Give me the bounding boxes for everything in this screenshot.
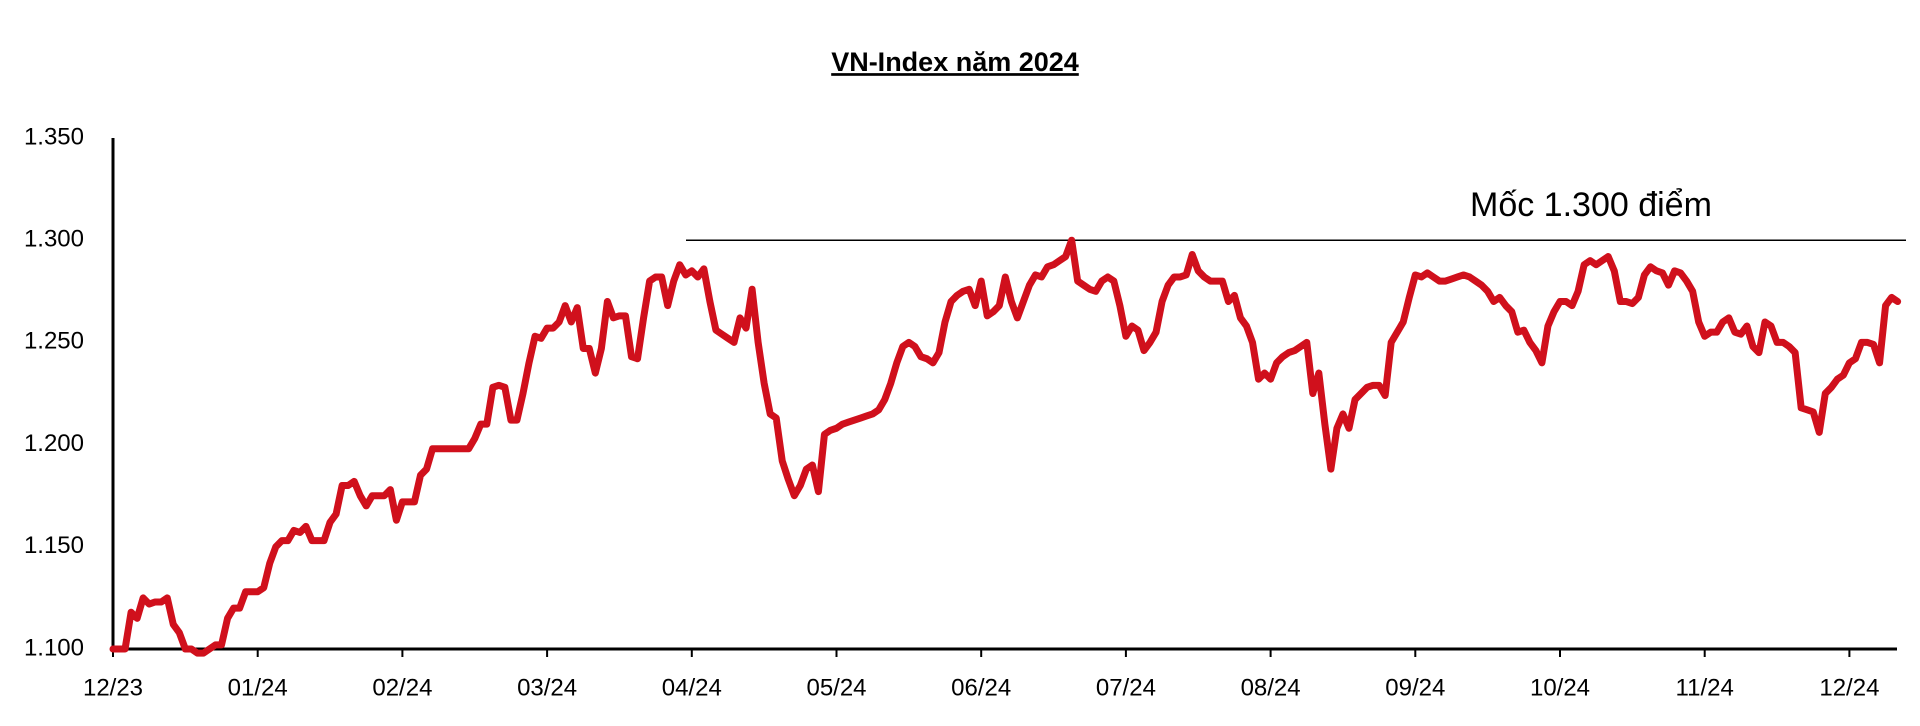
y-tick-label: 1.300: [24, 226, 84, 253]
index-line: [109, 236, 1902, 657]
annotation: Mốc 1.300 điểm: [1470, 186, 1712, 224]
y-tick-label: 1.250: [24, 328, 84, 355]
x-tick-label: 06/24: [951, 674, 1011, 701]
x-tick-label: 10/24: [1530, 674, 1590, 701]
x-tick-label: 07/24: [1096, 674, 1156, 701]
x-tick-label: 04/24: [662, 674, 722, 701]
x-tick-label: 12/23: [83, 674, 143, 701]
x-tick-label: 12/24: [1819, 674, 1879, 701]
x-tick-label: 11/24: [1676, 674, 1734, 701]
x-tick-label: 03/24: [517, 674, 577, 701]
y-tick-label: 1.150: [24, 532, 84, 559]
x-tick-label: 05/24: [806, 674, 866, 701]
y-tick-label: 1.100: [24, 634, 84, 661]
y-tick-label: 1.200: [24, 430, 84, 457]
x-tick-label: 08/24: [1241, 674, 1301, 701]
x-tick-label: 09/24: [1385, 674, 1445, 701]
x-tick-label: 02/24: [372, 674, 432, 701]
chart-title: VN-Index năm 2024: [831, 47, 1079, 77]
y-tick-label: 1.350: [24, 123, 84, 150]
x-tick-label: 01/24: [228, 674, 288, 701]
